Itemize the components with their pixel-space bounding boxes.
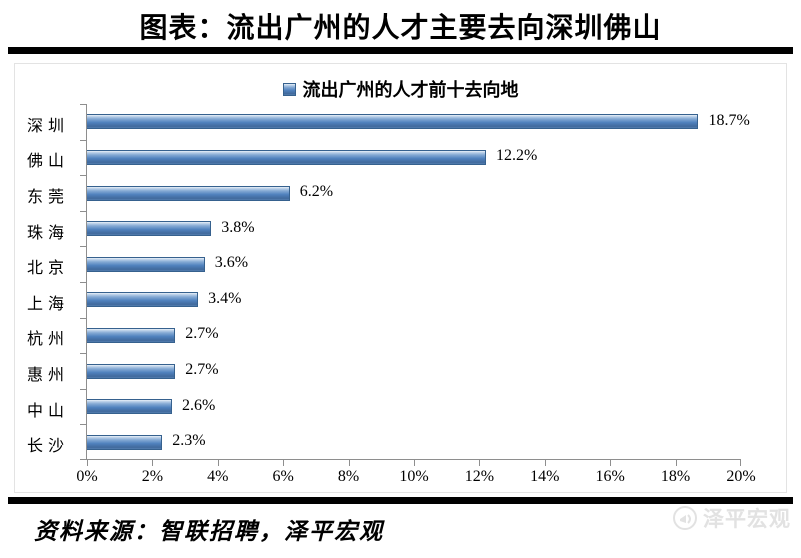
category-label: 惠州: [26, 367, 69, 384]
y-axis-tick: [80, 246, 87, 248]
x-axis-tick: [152, 459, 154, 466]
y-axis-tick: [80, 353, 87, 355]
y-axis-tick: [80, 210, 87, 212]
category-label: 佛山: [26, 153, 69, 171]
y-axis-tick: [80, 282, 87, 283]
x-axis-tick: [283, 459, 285, 466]
x-axis-tick-label: 16%: [595, 468, 625, 485]
bar: [87, 399, 173, 415]
x-axis-tick: [675, 459, 677, 466]
bar: [87, 114, 699, 130]
category-label: 中山: [26, 402, 69, 420]
value-label: 18.7%: [708, 111, 750, 129]
bar: [87, 327, 176, 343]
bar: [87, 149, 486, 165]
x-axis-tick: [544, 459, 546, 466]
value-label: 3.8%: [221, 218, 255, 236]
x-axis-tick-label: 12%: [464, 468, 495, 485]
category-label: 长沙: [26, 438, 69, 456]
category-label: 珠海: [26, 224, 69, 242]
x-axis-tick-label: 10%: [399, 468, 429, 485]
x-axis-tick-label: 0%: [76, 468, 98, 485]
value-label: 3.6%: [214, 254, 249, 272]
megaphone-icon: [673, 506, 697, 530]
x-axis-tick-label: 2%: [141, 468, 164, 485]
watermark-logo: 泽平宏观: [671, 503, 791, 533]
bar: [87, 363, 176, 379]
y-axis-tick: [80, 104, 87, 105]
x-axis-tick-label: 8%: [337, 468, 360, 485]
bottom-divider: [8, 497, 793, 504]
value-label: 3.4%: [208, 289, 242, 307]
legend-label: 流出广州的人才前十去向地: [302, 80, 519, 100]
category-label: 深圳: [26, 117, 69, 135]
bar: [87, 256, 205, 272]
x-axis-tick: [87, 459, 88, 466]
bar: [87, 185, 290, 201]
bar: [87, 434, 163, 450]
x-axis-tick: [217, 459, 219, 466]
chart-legend: 流出广州的人才前十去向地: [15, 76, 786, 102]
chart: 流出广州的人才前十去向地 深圳 18.7% 佛山 12.2% 东莞 6.2% 珠海 3.8% 北…: [14, 63, 787, 493]
x-axis-tick: [740, 459, 741, 466]
top-divider: [8, 47, 793, 54]
watermark-label: 泽平宏观: [703, 507, 791, 531]
plot-area: 深圳 18.7% 佛山 12.2% 东莞 6.2% 珠海 3.8% 北京 3.6% 上海 3.4% 杭州…: [27, 104, 756, 485]
legend-marker-icon: [282, 82, 296, 96]
category-label: 东莞: [26, 189, 69, 206]
category-label: 杭州: [26, 331, 69, 349]
source-label: 资料来源：智联招聘，泽平宏观: [34, 519, 384, 544]
value-label: 2.6%: [182, 396, 216, 414]
x-axis-tick-label: 20%: [726, 468, 756, 485]
y-axis-tick: [80, 424, 87, 426]
x-axis-tick-label: 4%: [207, 468, 229, 485]
x-axis-tick-label: 6%: [272, 468, 294, 485]
x-axis-tick: [479, 459, 481, 466]
y-axis-tick: [80, 317, 87, 319]
x-axis-tick: [348, 459, 350, 466]
value-label: 2.7%: [185, 361, 219, 378]
y-axis-tick: [80, 139, 87, 141]
x-axis-tick-label: 18%: [660, 468, 691, 485]
bar: [87, 292, 199, 308]
y-axis-tick: [80, 388, 87, 390]
x-axis-tick-label: 14%: [530, 468, 560, 485]
x-axis-tick: [610, 459, 612, 466]
y-axis-tick: [80, 459, 87, 460]
y-axis-tick: [80, 175, 87, 177]
category-label: 北京: [26, 260, 69, 278]
value-label: 2.3%: [172, 432, 206, 450]
value-label: 12.2%: [495, 147, 538, 165]
bar: [87, 221, 212, 237]
value-label: 2.7%: [185, 325, 219, 343]
x-axis-tick: [414, 459, 415, 466]
category-label: 上海: [26, 295, 69, 313]
value-label: 6.2%: [299, 183, 334, 200]
page-title: 图表：流出广州的人才主要去向深圳佛山: [139, 13, 662, 44]
